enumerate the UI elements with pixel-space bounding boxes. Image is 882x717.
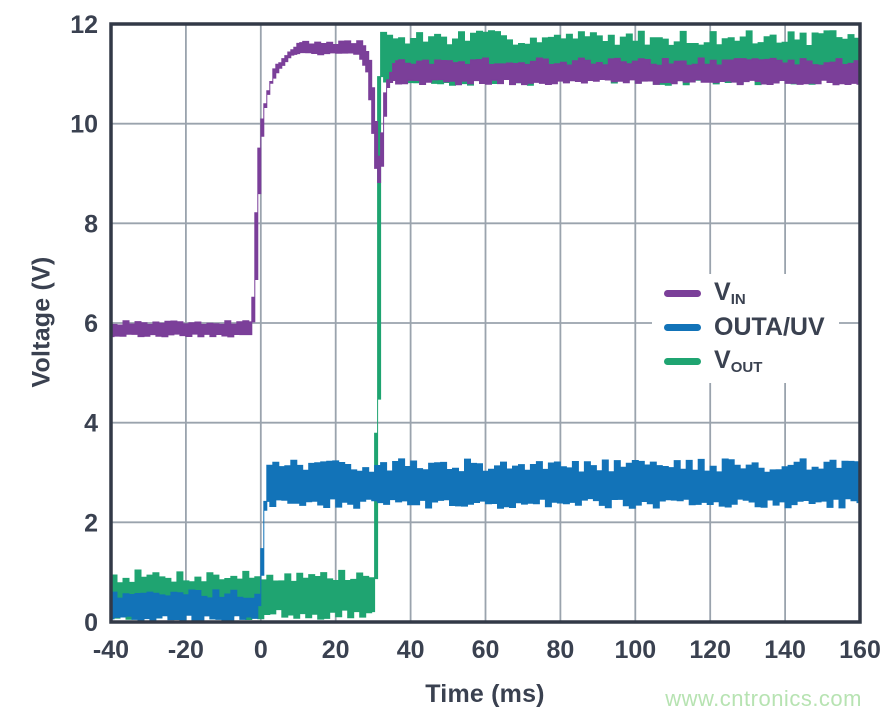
legend-swatch-vout bbox=[664, 358, 701, 365]
trace-outa-uv bbox=[111, 458, 860, 622]
x-tick-label: 0 bbox=[254, 636, 268, 664]
y-tick-label: 12 bbox=[70, 11, 98, 39]
y-tick-label: 2 bbox=[84, 509, 98, 537]
legend-label-outa-uv: OUTA/UV bbox=[714, 313, 825, 341]
legend-label-vin: VIN bbox=[714, 278, 746, 308]
watermark-text: www.cntronics.com bbox=[665, 686, 862, 711]
x-tick-label: 100 bbox=[614, 636, 656, 664]
plot-border bbox=[109, 22, 862, 624]
x-tick-label: 40 bbox=[397, 636, 425, 664]
x-axis-title: Time (ms) bbox=[425, 680, 545, 708]
x-tick-label: 120 bbox=[689, 636, 731, 664]
y-axis-title: Voltage (V) bbox=[27, 256, 56, 388]
legend-label-vout: VOUT bbox=[714, 346, 763, 376]
x-tick-label: -40 bbox=[93, 636, 129, 664]
legend-swatch-outa-uv bbox=[664, 324, 701, 331]
y-tick-label: 8 bbox=[84, 210, 98, 238]
legend-swatch-vin bbox=[664, 290, 701, 297]
x-tick-label: -20 bbox=[168, 636, 204, 664]
legend-item-vin: VIN bbox=[664, 280, 825, 307]
legend-item-outa-uv: OUTA/UV bbox=[664, 314, 825, 341]
x-tick-label: 160 bbox=[839, 636, 881, 664]
chart-legend: VIN OUTA/UV VOUT bbox=[652, 274, 839, 383]
x-tick-label: 80 bbox=[546, 636, 574, 664]
x-tick-label: 20 bbox=[322, 636, 350, 664]
x-tick-label: 140 bbox=[764, 636, 806, 664]
y-tick-label: 6 bbox=[84, 310, 98, 338]
y-tick-label: 4 bbox=[84, 410, 98, 438]
legend-item-vout: VOUT bbox=[664, 348, 825, 375]
y-tick-label: 10 bbox=[70, 111, 98, 139]
x-tick-label: 60 bbox=[472, 636, 500, 664]
y-tick-label: 0 bbox=[84, 609, 98, 637]
tick-labels: -40 -20 0 20 40 60 80 100 120 140 160 0 2 4 6 8 10 12 bbox=[70, 11, 881, 664]
